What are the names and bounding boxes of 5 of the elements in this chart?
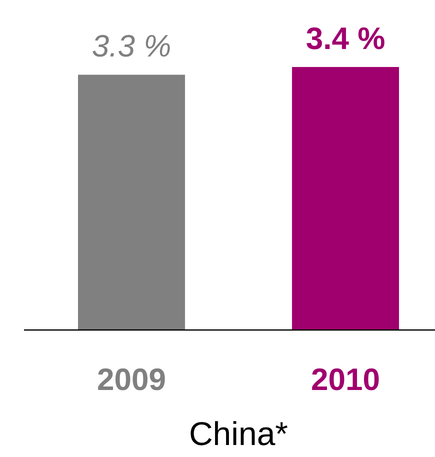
x-axis-title: China* [188,415,288,452]
data-label: 3.4 % [306,21,386,56]
x-tick-label: 2010 [311,362,380,397]
data-label: 3.3 % [92,28,172,64]
x-tick-label: 2009 [97,362,166,397]
